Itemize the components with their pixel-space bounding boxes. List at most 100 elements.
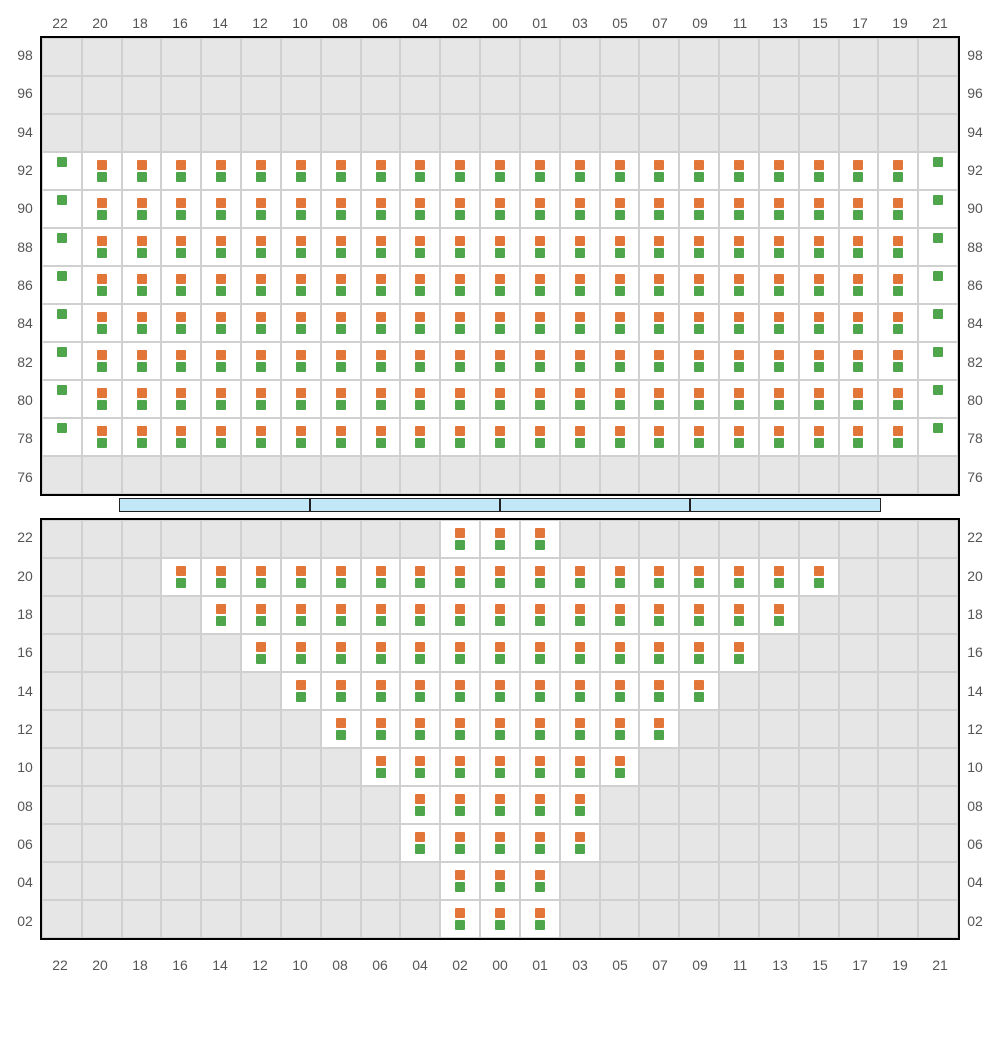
grid-cell[interactable] bbox=[639, 418, 679, 456]
grid-cell[interactable] bbox=[799, 824, 839, 862]
grid-cell[interactable] bbox=[600, 228, 640, 266]
grid-cell[interactable] bbox=[161, 304, 201, 342]
grid-cell[interactable] bbox=[122, 824, 162, 862]
grid-cell[interactable] bbox=[600, 38, 640, 76]
grid-cell[interactable] bbox=[241, 380, 281, 418]
grid-cell[interactable] bbox=[520, 266, 560, 304]
grid-cell[interactable] bbox=[82, 38, 122, 76]
grid-cell[interactable] bbox=[161, 190, 201, 228]
grid-cell[interactable] bbox=[878, 38, 918, 76]
grid-cell[interactable] bbox=[440, 862, 480, 900]
grid-cell[interactable] bbox=[679, 114, 719, 152]
grid-cell[interactable] bbox=[281, 558, 321, 596]
grid-cell[interactable] bbox=[600, 456, 640, 494]
grid-cell[interactable] bbox=[520, 748, 560, 786]
grid-cell[interactable] bbox=[161, 76, 201, 114]
grid-cell[interactable] bbox=[122, 748, 162, 786]
grid-cell[interactable] bbox=[679, 190, 719, 228]
grid-cell[interactable] bbox=[719, 342, 759, 380]
grid-cell[interactable] bbox=[321, 228, 361, 266]
grid-cell[interactable] bbox=[679, 342, 719, 380]
grid-cell[interactable] bbox=[560, 418, 600, 456]
grid-cell[interactable] bbox=[361, 900, 401, 938]
grid-cell[interactable] bbox=[560, 38, 600, 76]
grid-cell[interactable] bbox=[878, 862, 918, 900]
grid-cell[interactable] bbox=[759, 456, 799, 494]
grid-cell[interactable] bbox=[520, 672, 560, 710]
grid-cell[interactable] bbox=[361, 748, 401, 786]
grid-cell[interactable] bbox=[42, 862, 82, 900]
grid-cell[interactable] bbox=[361, 380, 401, 418]
grid-cell[interactable] bbox=[560, 900, 600, 938]
grid-cell[interactable] bbox=[161, 418, 201, 456]
grid-cell[interactable] bbox=[679, 520, 719, 558]
grid-cell[interactable] bbox=[839, 520, 879, 558]
grid-cell[interactable] bbox=[321, 824, 361, 862]
grid-cell[interactable] bbox=[679, 634, 719, 672]
grid-cell[interactable] bbox=[878, 634, 918, 672]
grid-cell[interactable] bbox=[440, 152, 480, 190]
grid-cell[interactable] bbox=[719, 862, 759, 900]
grid-cell[interactable] bbox=[440, 190, 480, 228]
grid-cell[interactable] bbox=[122, 862, 162, 900]
grid-cell[interactable] bbox=[440, 114, 480, 152]
grid-cell[interactable] bbox=[161, 824, 201, 862]
grid-cell[interactable] bbox=[42, 266, 82, 304]
grid-cell[interactable] bbox=[679, 304, 719, 342]
grid-cell[interactable] bbox=[520, 596, 560, 634]
grid-cell[interactable] bbox=[839, 900, 879, 938]
grid-cell[interactable] bbox=[799, 76, 839, 114]
grid-cell[interactable] bbox=[321, 418, 361, 456]
grid-cell[interactable] bbox=[600, 824, 640, 862]
grid-cell[interactable] bbox=[679, 786, 719, 824]
grid-cell[interactable] bbox=[122, 380, 162, 418]
grid-cell[interactable] bbox=[480, 190, 520, 228]
grid-cell[interactable] bbox=[560, 114, 600, 152]
grid-cell[interactable] bbox=[440, 558, 480, 596]
grid-cell[interactable] bbox=[241, 304, 281, 342]
grid-cell[interactable] bbox=[82, 380, 122, 418]
grid-cell[interactable] bbox=[639, 342, 679, 380]
grid-cell[interactable] bbox=[400, 634, 440, 672]
grid-cell[interactable] bbox=[82, 418, 122, 456]
grid-cell[interactable] bbox=[679, 748, 719, 786]
grid-cell[interactable] bbox=[639, 862, 679, 900]
grid-cell[interactable] bbox=[759, 266, 799, 304]
grid-cell[interactable] bbox=[759, 672, 799, 710]
grid-cell[interactable] bbox=[321, 342, 361, 380]
grid-cell[interactable] bbox=[719, 228, 759, 266]
grid-cell[interactable] bbox=[799, 672, 839, 710]
grid-cell[interactable] bbox=[799, 304, 839, 342]
grid-cell[interactable] bbox=[759, 900, 799, 938]
grid-cell[interactable] bbox=[241, 558, 281, 596]
grid-cell[interactable] bbox=[918, 900, 958, 938]
grid-cell[interactable] bbox=[679, 710, 719, 748]
grid-cell[interactable] bbox=[600, 672, 640, 710]
grid-cell[interactable] bbox=[42, 710, 82, 748]
grid-cell[interactable] bbox=[560, 228, 600, 266]
grid-cell[interactable] bbox=[878, 900, 918, 938]
grid-cell[interactable] bbox=[480, 418, 520, 456]
grid-cell[interactable] bbox=[281, 634, 321, 672]
grid-cell[interactable] bbox=[639, 38, 679, 76]
grid-cell[interactable] bbox=[161, 38, 201, 76]
grid-cell[interactable] bbox=[161, 520, 201, 558]
grid-cell[interactable] bbox=[440, 520, 480, 558]
grid-cell[interactable] bbox=[639, 114, 679, 152]
grid-cell[interactable] bbox=[839, 380, 879, 418]
grid-cell[interactable] bbox=[480, 786, 520, 824]
grid-cell[interactable] bbox=[480, 342, 520, 380]
grid-cell[interactable] bbox=[400, 862, 440, 900]
grid-cell[interactable] bbox=[361, 76, 401, 114]
grid-cell[interactable] bbox=[839, 228, 879, 266]
grid-cell[interactable] bbox=[400, 266, 440, 304]
grid-cell[interactable] bbox=[241, 710, 281, 748]
grid-cell[interactable] bbox=[122, 456, 162, 494]
grid-cell[interactable] bbox=[201, 558, 241, 596]
grid-cell[interactable] bbox=[161, 266, 201, 304]
grid-cell[interactable] bbox=[679, 672, 719, 710]
grid-cell[interactable] bbox=[918, 862, 958, 900]
grid-cell[interactable] bbox=[281, 786, 321, 824]
grid-cell[interactable] bbox=[321, 38, 361, 76]
grid-cell[interactable] bbox=[520, 304, 560, 342]
